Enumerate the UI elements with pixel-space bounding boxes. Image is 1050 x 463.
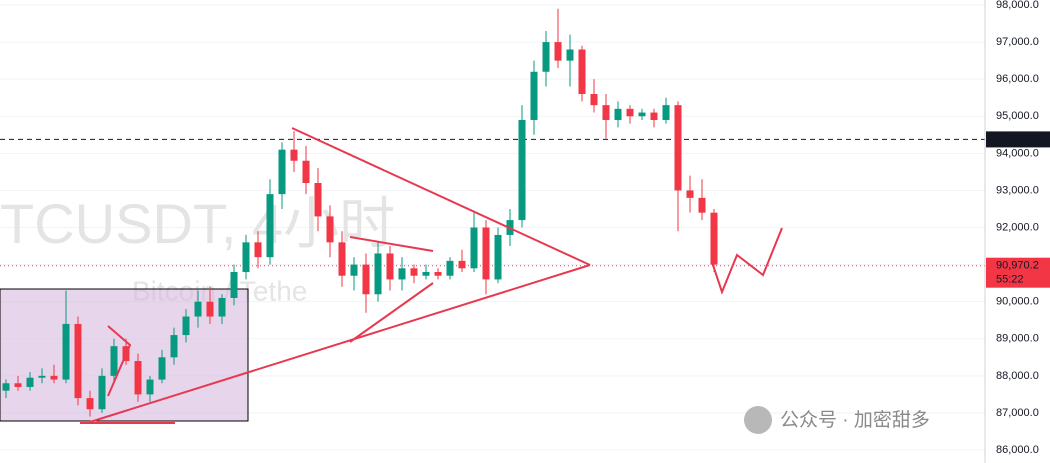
y-tick-label: 87,000.0 — [996, 407, 1039, 419]
candle-body — [626, 108, 634, 117]
candle-body — [314, 183, 322, 217]
candle-body — [386, 253, 394, 280]
price-label-box — [986, 257, 1050, 288]
candle-body — [218, 297, 226, 317]
candle-body — [470, 227, 478, 269]
candle-body — [182, 316, 190, 336]
price-lines — [0, 138, 985, 267]
footer-watermark: 公众号 · 加密甜多 — [744, 406, 930, 434]
y-tick-label: 97,000.0 — [996, 36, 1039, 48]
candle-body — [266, 194, 274, 258]
candle-body — [146, 379, 154, 395]
trend-line — [349, 282, 434, 343]
y-tick-label: 92,000.0 — [996, 221, 1039, 233]
candle-body — [38, 375, 46, 378]
candle-body — [26, 377, 34, 387]
wechat-icon — [744, 406, 772, 434]
candle-body — [194, 301, 202, 317]
price-label-box — [986, 131, 1050, 148]
trend-line — [349, 236, 434, 252]
candle-body — [686, 190, 694, 198]
candle-body — [374, 253, 382, 295]
price-label: 94,375.9 — [996, 133, 1039, 145]
candle-body — [98, 375, 106, 410]
candle-body — [362, 264, 370, 295]
candle-body — [206, 301, 214, 317]
y-tick-label: 90,000.0 — [996, 296, 1039, 308]
candle-body — [86, 398, 94, 410]
candle-body — [254, 242, 262, 258]
candle-body — [278, 149, 286, 195]
forecast-path — [711, 227, 783, 295]
candle-body — [326, 216, 334, 243]
candle-body — [62, 323, 70, 380]
candle-body — [662, 105, 670, 120]
candle-body — [710, 212, 718, 265]
candle-body — [302, 160, 310, 184]
y-tick-label: 89,000.0 — [996, 333, 1039, 345]
candle-body — [602, 105, 610, 120]
candle-body — [434, 272, 442, 276]
candle-body — [494, 234, 502, 280]
candle-body — [638, 112, 646, 117]
candle-body — [134, 361, 142, 395]
candle-body — [698, 197, 706, 213]
candle-body — [674, 105, 682, 191]
y-tick-label: 86,000.0 — [996, 444, 1039, 456]
candle-body — [110, 346, 118, 376]
trend-line — [89, 264, 591, 423]
watermark-symbol: TCUSDT, 4小时 — [0, 192, 395, 255]
candle-body — [242, 242, 250, 273]
flag — [107, 325, 132, 397]
candle-body — [338, 242, 346, 276]
footer-text: 公众号 · 加密甜多 — [780, 409, 930, 431]
candle-body — [578, 49, 586, 95]
candle-body — [482, 227, 490, 280]
candle-body — [530, 71, 538, 120]
candle-body — [554, 42, 562, 61]
y-tick-label: 98,000.0 — [996, 0, 1039, 11]
candles — [2, 8, 718, 417]
price-axis: 86,000.0 87,000.0 88,000.0 89,000.0 90,000.0… — [986, 0, 1050, 456]
candle-body — [518, 119, 526, 221]
candle-body — [650, 112, 658, 120]
candle-body — [74, 323, 82, 399]
candle-body — [14, 383, 22, 387]
candle-body — [614, 108, 622, 120]
candle-body — [350, 264, 358, 276]
candle-body — [458, 260, 466, 269]
y-tick-label: 95,000.0 — [996, 110, 1039, 122]
y-tick-label: 96,000.0 — [996, 73, 1039, 85]
trend-line — [291, 127, 591, 266]
candle-body — [422, 272, 430, 276]
price-label: 90,970.2 — [996, 260, 1039, 272]
candle-body — [50, 375, 58, 380]
candle-body — [410, 268, 418, 276]
y-tick-label: 93,000.0 — [996, 184, 1039, 196]
candle-body — [398, 268, 406, 280]
candle-body — [2, 383, 10, 391]
candle-body — [230, 272, 238, 298]
candle-body — [566, 49, 574, 61]
countdown-label: 55:22 — [996, 274, 1024, 286]
candle-body — [158, 357, 166, 380]
candle-body — [590, 94, 598, 106]
candle-body — [542, 42, 550, 72]
candle-body — [290, 149, 298, 161]
y-tick-label: 94,000.0 — [996, 147, 1039, 159]
candle-body — [170, 335, 178, 358]
candle-body — [446, 260, 454, 276]
drawings — [80, 127, 783, 424]
y-tick-label: 88,000.0 — [996, 370, 1039, 382]
